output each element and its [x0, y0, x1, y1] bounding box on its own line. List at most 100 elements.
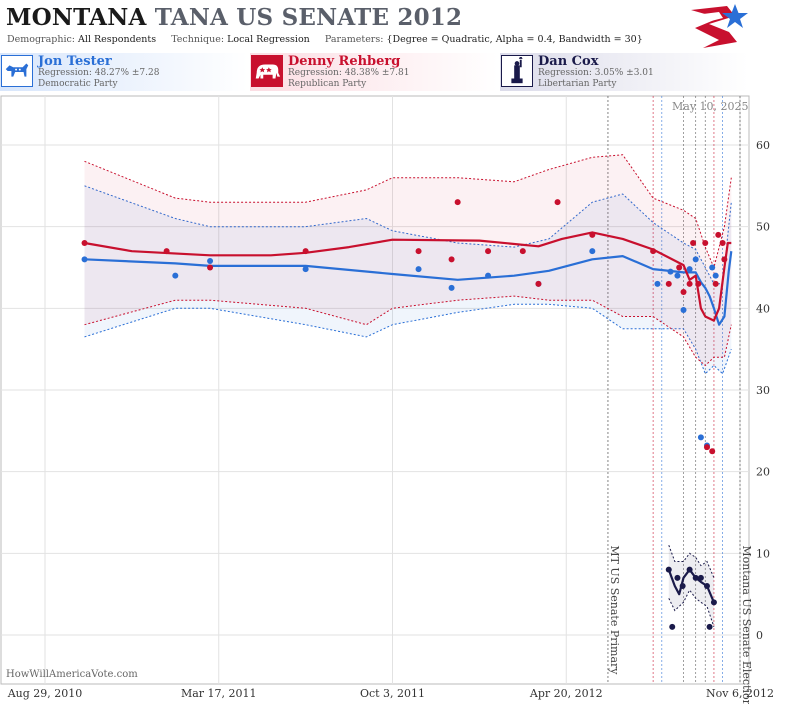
denny-rehberg-poll-point	[703, 444, 710, 451]
denny-rehberg-poll-point	[721, 256, 728, 263]
denny-rehberg-poll-point	[207, 264, 214, 271]
jon-tester-poll-point	[207, 257, 214, 264]
jon-tester-poll-point	[172, 272, 179, 279]
jon-tester-poll-point	[712, 272, 719, 279]
denny-rehberg-poll-point	[81, 240, 88, 246]
denny-rehberg-poll-point	[454, 199, 461, 206]
y-tick-label: 20	[756, 466, 770, 479]
page-title: MONTANA TANA US SENATE 2012	[6, 4, 462, 31]
y-tick-label: 60	[756, 139, 770, 152]
denny-rehberg-poll-point	[163, 248, 170, 255]
denny-rehberg-poll-point	[712, 280, 719, 287]
denny-rehberg-trend-line	[84, 231, 732, 322]
denny-rehberg-poll-point	[554, 199, 561, 206]
denny-rehberg-poll-point	[715, 231, 722, 238]
jon-tester-poll-point	[81, 256, 88, 263]
x-tick-label: Oct 3, 2011	[360, 687, 425, 700]
jon-tester-poll-point	[697, 434, 704, 441]
denny-rehberg-poll-point	[680, 289, 687, 295]
dan-cox-poll-point	[710, 599, 717, 606]
dan-cox-poll-point	[703, 583, 710, 589]
denny-rehberg-poll-point	[448, 256, 455, 263]
y-tick-label: 50	[756, 221, 770, 234]
jon-tester-poll-point	[654, 280, 661, 287]
y-tick-label: 40	[756, 302, 770, 315]
jon-tester-poll-point	[448, 284, 455, 291]
demographic-value: All Respondents	[78, 34, 157, 45]
denny-rehberg-poll-point	[589, 231, 596, 238]
statue-of-liberty-icon	[501, 55, 533, 87]
denny-rehberg-poll-point	[519, 248, 526, 255]
jon-tester-poll-point	[709, 264, 716, 271]
dan-cox-poll-point	[692, 574, 699, 581]
jon-tester-poll-point	[686, 266, 693, 273]
candidate-name: Denny Rehberg	[288, 54, 401, 69]
candidate-card-rehberg: Denny Rehberg Regression: 48.38% ±7.81 R…	[250, 53, 498, 91]
dan-cox-lower-bound	[668, 589, 715, 627]
watermark: HowWillAmericaVote.com	[6, 669, 138, 680]
event-label: MT US Senate Primary	[608, 545, 621, 675]
x-tick-label: Mar 17, 2011	[181, 687, 257, 700]
x-tick-label: Aug 29, 2010	[7, 687, 83, 700]
dan-cox-poll-point	[679, 583, 686, 589]
technique-value: Local Regression	[227, 34, 310, 45]
jon-tester-poll-point	[674, 272, 681, 279]
y-tick-label: 0	[756, 629, 763, 642]
candidate-card-cox: Dan Cox Regression: 3.05% ±3.01 Libertar…	[500, 53, 748, 91]
jon-tester-upper-bound	[84, 185, 732, 285]
denny-rehberg-poll-point	[302, 248, 309, 255]
jon-tester-poll-point	[692, 256, 699, 263]
title-state: MONTANA	[6, 4, 147, 31]
jon-tester-confidence-band	[84, 185, 732, 374]
candidate-party: Republican Party	[288, 79, 367, 89]
denny-rehberg-poll-point	[695, 280, 702, 287]
candidate-regression: Regression: 3.05% ±3.01	[538, 68, 654, 78]
parameters-label: Parameters:	[324, 34, 384, 45]
denny-rehberg-poll-point	[686, 280, 693, 287]
jon-tester-poll-point	[302, 266, 309, 273]
jon-tester-poll-point	[680, 306, 687, 313]
jon-tester-poll-point	[415, 266, 422, 273]
y-tick-label: 10	[756, 547, 770, 560]
denny-rehberg-poll-point	[665, 280, 672, 287]
dan-cox-poll-point	[686, 566, 693, 573]
candidate-regression: Regression: 48.38% ±7.81	[288, 68, 410, 78]
candidate-name: Jon Tester	[38, 54, 112, 69]
candidate-party: Democratic Party	[38, 79, 118, 89]
denny-rehberg-poll-point	[702, 240, 709, 246]
jon-tester-poll-point	[667, 268, 674, 275]
dan-cox-confidence-band	[668, 545, 714, 627]
dan-cox-poll-point	[674, 574, 681, 581]
jon-tester-lower-bound	[84, 303, 732, 375]
denny-rehberg-poll-point	[415, 248, 422, 255]
denny-rehberg-confidence-band	[84, 154, 732, 366]
jon-tester-trend-line	[84, 251, 733, 326]
denny-rehberg-poll-point	[719, 240, 726, 246]
denny-rehberg-poll-point	[690, 240, 697, 246]
y-tick-label: 30	[756, 384, 770, 397]
denny-rehberg-poll-point	[535, 280, 542, 287]
candidate-regression: Regression: 48.27% ±7.28	[38, 68, 160, 78]
dan-cox-poll-point	[706, 623, 713, 630]
dan-cox-poll-point	[665, 566, 672, 573]
event-label: Montana US Senate Election	[740, 545, 753, 704]
site-logo-icon	[691, 4, 748, 48]
x-tick-label: Nov 6, 2012	[706, 687, 774, 700]
candidate-name: Dan Cox	[538, 54, 599, 69]
candidate-card-tester: Jon Tester Regression: 48.27% ±7.28 Demo…	[0, 53, 248, 91]
x-tick-label: Apr 20, 2012	[529, 687, 603, 700]
elephant-icon	[251, 55, 283, 87]
chart-datestamp: May 10, 2025	[672, 100, 749, 113]
denny-rehberg-upper-bound	[84, 154, 732, 270]
dan-cox-poll-point	[669, 623, 676, 630]
candidate-legend: Jon Tester Regression: 48.27% ±7.28 Demo…	[0, 53, 750, 93]
title-race: TANA US SENATE 2012	[154, 4, 463, 31]
demographic-label: Demographic:	[7, 34, 76, 45]
jon-tester-poll-point	[485, 272, 492, 279]
donkey-icon	[1, 55, 33, 87]
denny-rehberg-poll-point	[709, 448, 716, 455]
denny-rehberg-poll-point	[676, 264, 683, 271]
parameters-value: {Degree = Quadratic, Alpha = 0.4, Bandwi…	[386, 34, 643, 45]
dan-cox-poll-point	[697, 574, 704, 581]
